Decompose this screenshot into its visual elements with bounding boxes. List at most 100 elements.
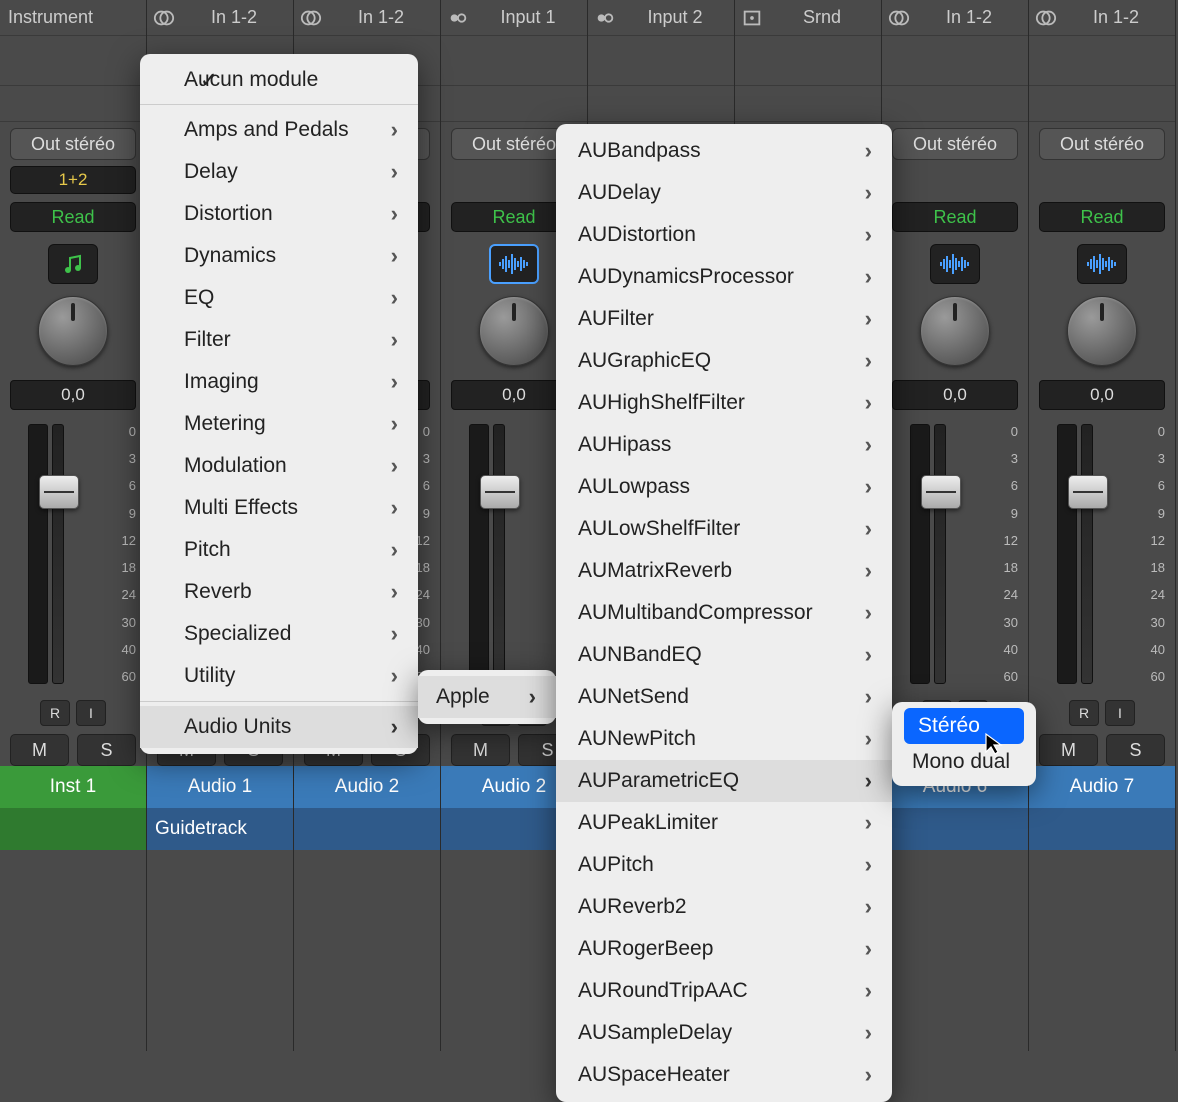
track-name[interactable]: Inst 1: [0, 766, 146, 808]
automation-mode-button[interactable]: Read: [1039, 202, 1165, 232]
solo-button[interactable]: S: [1106, 734, 1165, 766]
send-slot[interactable]: [0, 86, 146, 122]
menu-item[interactable]: AUHipass›: [556, 424, 892, 466]
track-name[interactable]: Audio 7: [1029, 766, 1175, 808]
insert-slot[interactable]: [588, 36, 734, 86]
insert-slot[interactable]: [441, 36, 587, 86]
menu-item[interactable]: AUBandpass›: [556, 130, 892, 172]
group-label[interactable]: [0, 808, 146, 850]
menu-item[interactable]: AUMultibandCompressor›: [556, 592, 892, 634]
mute-button[interactable]: M: [451, 734, 510, 766]
pan-knob[interactable]: [1067, 296, 1137, 366]
menu-item[interactable]: AUReverb2›: [556, 886, 892, 928]
group-label[interactable]: [882, 808, 1028, 850]
plugin-manufacturer-menu[interactable]: Apple ›: [418, 670, 556, 724]
menu-item[interactable]: Modulation›: [140, 445, 418, 487]
menu-item[interactable]: Dynamics›: [140, 235, 418, 277]
track-icon[interactable]: [48, 244, 98, 284]
input-selector[interactable]: Srnd: [735, 0, 881, 36]
send-slot[interactable]: [588, 86, 734, 122]
solo-button[interactable]: S: [77, 734, 136, 766]
fader-cap[interactable]: [39, 475, 79, 509]
menu-item[interactable]: AULowShelfFilter›: [556, 508, 892, 550]
menu-item[interactable]: AUPeakLimiter›: [556, 802, 892, 844]
bus-button[interactable]: 1+2: [10, 166, 136, 194]
menu-item[interactable]: AUGraphicEQ›: [556, 340, 892, 382]
send-slot[interactable]: [735, 86, 881, 122]
fader-track[interactable]: [493, 424, 505, 684]
menu-item-none[interactable]: ✓Aucun module: [140, 60, 418, 100]
pan-knob[interactable]: [38, 296, 108, 366]
menu-item[interactable]: Specialized›: [140, 613, 418, 655]
insert-slot[interactable]: [0, 36, 146, 86]
menu-item[interactable]: Mono dual: [898, 744, 1030, 780]
fader-cap[interactable]: [480, 475, 520, 509]
menu-item[interactable]: Distortion›: [140, 193, 418, 235]
input-selector[interactable]: In 1-2: [1029, 0, 1175, 36]
insert-slot[interactable]: [882, 36, 1028, 86]
menu-item[interactable]: Imaging›: [140, 361, 418, 403]
menu-item[interactable]: AUSpaceHeater›: [556, 1054, 892, 1096]
input-selector[interactable]: In 1-2: [147, 0, 293, 36]
insert-slot[interactable]: [1029, 36, 1175, 86]
group-label[interactable]: [294, 808, 440, 850]
output-button[interactable]: Out stéréo: [10, 128, 136, 160]
menu-item-apple[interactable]: Apple ›: [418, 676, 556, 718]
menu-item[interactable]: Utility›: [140, 655, 418, 697]
menu-item[interactable]: EQ›: [140, 277, 418, 319]
input-selector[interactable]: In 1-2: [294, 0, 440, 36]
menu-item[interactable]: AUDelay›: [556, 172, 892, 214]
menu-item[interactable]: AUFilter›: [556, 298, 892, 340]
fader-cap[interactable]: [1068, 475, 1108, 509]
track-icon[interactable]: [930, 244, 980, 284]
record-enable-button[interactable]: R: [1069, 700, 1099, 726]
input-selector[interactable]: Instrument: [0, 0, 146, 36]
menu-item[interactable]: AUDistortion›: [556, 214, 892, 256]
pan-value[interactable]: 0,0: [892, 380, 1018, 410]
input-selector[interactable]: In 1-2: [882, 0, 1028, 36]
automation-mode-button[interactable]: Read: [10, 202, 136, 232]
pan-value[interactable]: 0,0: [10, 380, 136, 410]
menu-item[interactable]: AUMatrixReverb›: [556, 550, 892, 592]
group-label[interactable]: Guidetrack: [147, 808, 293, 850]
menu-item[interactable]: AULowpass›: [556, 466, 892, 508]
menu-item[interactable]: Amps and Pedals›: [140, 109, 418, 151]
mute-button[interactable]: M: [10, 734, 69, 766]
menu-item[interactable]: AUPitch›: [556, 844, 892, 886]
menu-item[interactable]: AUNewPitch›: [556, 718, 892, 760]
automation-mode-button[interactable]: Read: [892, 202, 1018, 232]
plugin-format-menu[interactable]: StéréoMono dual: [892, 702, 1036, 786]
fader-track[interactable]: [934, 424, 946, 684]
pan-knob[interactable]: [920, 296, 990, 366]
send-slot[interactable]: [441, 86, 587, 122]
fader-track[interactable]: [1081, 424, 1093, 684]
pan-knob[interactable]: [479, 296, 549, 366]
input-selector[interactable]: Input 2: [588, 0, 734, 36]
menu-item[interactable]: AURogerBeep›: [556, 928, 892, 970]
menu-item[interactable]: AUSampleDelay›: [556, 1012, 892, 1054]
menu-item[interactable]: Pitch›: [140, 529, 418, 571]
fader-cap[interactable]: [921, 475, 961, 509]
group-label[interactable]: [1029, 808, 1175, 850]
output-button[interactable]: Out stéréo: [1039, 128, 1165, 160]
menu-item[interactable]: Metering›: [140, 403, 418, 445]
fader-track[interactable]: [52, 424, 64, 684]
input-monitor-button[interactable]: I: [1105, 700, 1135, 726]
pan-value[interactable]: 0,0: [1039, 380, 1165, 410]
input-monitor-button[interactable]: I: [76, 700, 106, 726]
plugin-list-menu[interactable]: AUBandpass›AUDelay›AUDistortion›AUDynami…: [556, 124, 892, 1102]
track-name[interactable]: Audio 1: [147, 766, 293, 808]
menu-item[interactable]: AUParametricEQ›: [556, 760, 892, 802]
track-icon[interactable]: [1077, 244, 1127, 284]
output-button[interactable]: Out stéréo: [892, 128, 1018, 160]
insert-slot[interactable]: [735, 36, 881, 86]
menu-item[interactable]: AUDynamicsProcessor›: [556, 256, 892, 298]
record-enable-button[interactable]: R: [40, 700, 70, 726]
menu-item[interactable]: Multi Effects›: [140, 487, 418, 529]
menu-item[interactable]: AUNetSend›: [556, 676, 892, 718]
menu-item[interactable]: Filter›: [140, 319, 418, 361]
menu-item[interactable]: AUHighShelfFilter›: [556, 382, 892, 424]
track-icon[interactable]: [489, 244, 539, 284]
menu-item[interactable]: AUNBandEQ›: [556, 634, 892, 676]
input-selector[interactable]: Input 1: [441, 0, 587, 36]
